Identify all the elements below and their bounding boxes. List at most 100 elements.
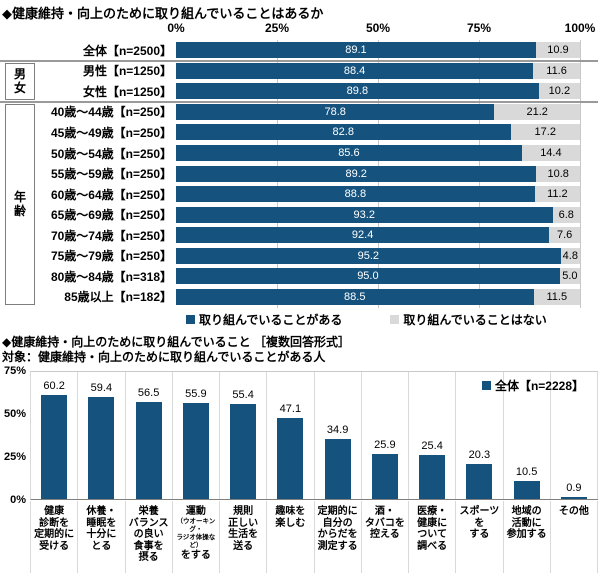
stacked-bar: 88.8 11.2 [176, 186, 580, 203]
bar-segment-no: 7.6 [549, 227, 580, 244]
bar-segment-no: 10.8 [536, 165, 580, 182]
column-bar [230, 403, 257, 499]
y-axis-tick-label: 75% [3, 365, 26, 377]
column-slot: 60.2 [31, 372, 79, 499]
column-slot: 25.9 [362, 372, 409, 499]
bar-segment-no: 21.2 [494, 103, 580, 120]
row-label: 50歳～54歳【n=250】 [50, 146, 172, 161]
chart2-category-axis: 健康 診断を 定期的に 受ける 休養・ 睡眠を 十分に とる 栄養 バランス の良い 食事を 摂る 運動（… [30, 501, 598, 573]
bar-segment-yes: 85.6 [176, 145, 522, 162]
column-bar [324, 438, 351, 499]
legend-label-total: 全体【n=2228】 [494, 379, 584, 393]
legend-swatch-total-icon [481, 381, 491, 390]
column-value-label: 25.4 [421, 440, 443, 453]
column-value-label: 55.9 [185, 387, 207, 400]
category-label: 休養・ 睡眠を 十分に とる [78, 501, 126, 573]
column-slot: 34.9 [315, 372, 362, 499]
y-axis-tick-label: 25% [3, 451, 26, 463]
column-value-label: 47.1 [279, 403, 302, 415]
stacked-bar: 88.4 11.6 [176, 62, 580, 79]
group-separator-line [0, 59, 598, 62]
stacked-bar: 95.2 4.8 [176, 247, 580, 264]
bar-segment-yes: 82.8 [176, 124, 511, 141]
column-bar [419, 455, 446, 499]
column-value-label: 10.5 [515, 465, 538, 478]
chart2-legend: 全体【n=2228】 [481, 377, 584, 394]
stacked-bar: 93.2 6.8 [176, 206, 580, 223]
x-axis-tick-label: 75% [466, 21, 492, 35]
column-bar [182, 402, 209, 499]
column-slot: 56.5 [126, 372, 173, 499]
chart2-title: ◆健康維持・向上のために取り組んでいること ［複数回答形式］ [2, 335, 350, 349]
row-label: 85歳以上【n=182】 [64, 290, 172, 305]
chart2-plot-area: 60.2 59.4 56.5 55.9 55.4 47.1 34.9 25.9 25.4 20.3… [30, 371, 598, 500]
column-value-label: 59.4 [90, 381, 113, 394]
bar-row: 女性【n=1250】 89.8 10.2 [0, 81, 600, 102]
column-value-label: 0.9 [566, 482, 582, 495]
column-bar [466, 464, 493, 499]
category-label: 健康 診断を 定期的に 受ける [31, 501, 79, 573]
legend-swatch-no-icon [390, 315, 400, 324]
bar-row: 75歳～79歳【n=250】 95.2 4.8 [0, 246, 600, 267]
bar-row: 45歳～49歳【n=250】 82.8 17.2 [0, 122, 600, 143]
stacked-bar: 82.8 17.2 [176, 124, 580, 141]
column-value-label: 56.5 [137, 386, 160, 399]
column-bar [41, 395, 68, 499]
column-slot: 10.5 [504, 372, 551, 499]
bar-segment-no: 11.5 [533, 288, 580, 305]
bar-row: 全体【n=2500】 89.1 10.9 [0, 40, 600, 61]
row-label: 75歳～79歳【n=250】 [50, 249, 172, 264]
stacked-bar: 95.0 5.0 [176, 268, 580, 285]
column-bar [135, 401, 162, 499]
row-label: 70歳～74歳【n=250】 [50, 228, 172, 243]
bar-segment-no: 4.8 [560, 247, 580, 264]
bar-row: 85歳以上【n=182】 88.5 11.5 [0, 287, 600, 308]
legend-label-yes: 取り組んでいることがある [199, 313, 343, 327]
bar-segment-yes: 95.0 [176, 268, 560, 285]
bar-segment-no: 17.2 [510, 124, 580, 141]
row-group-label: 年齢 [5, 103, 35, 306]
column-slot: 20.3 [456, 372, 504, 499]
column-value-label: 60.2 [43, 380, 65, 393]
column-bar [513, 480, 540, 499]
column-bar [277, 418, 304, 499]
bar-segment-no: 11.6 [533, 62, 580, 79]
category-label: スポーツを する [456, 501, 504, 573]
column-value-label: 25.9 [374, 439, 396, 452]
category-label: その他 [551, 501, 598, 573]
column-slot: 0.9 [551, 372, 598, 499]
column-slot: 55.9 [173, 372, 220, 499]
row-label: 60歳～64歳【n=250】 [50, 187, 172, 202]
column-slot: 59.4 [78, 372, 126, 499]
bar-segment-yes: 88.4 [176, 62, 534, 79]
category-label: 規則 正しい 生活を 送る [220, 501, 268, 573]
row-label: 80歳～84歳【n=318】 [50, 269, 172, 284]
bar-segment-yes: 78.8 [176, 103, 495, 120]
bar-segment-yes: 89.2 [176, 165, 537, 182]
category-label: 地域の 活動に 参加する [504, 501, 551, 573]
bar-segment-no: 6.8 [552, 206, 580, 223]
bar-row: 65歳～69歳【n=250】 93.2 6.8 [0, 204, 600, 225]
group-separator-line [0, 100, 598, 103]
legend-label-no: 取り組んでいることはない [403, 313, 547, 327]
category-label: 運動 （ウオーキング・ ラジオ体操など） をする [173, 501, 220, 573]
column-value-label: 34.9 [326, 423, 349, 436]
x-axis-tick-label: 25% [264, 21, 290, 35]
row-label: 40歳～44歳【n=250】 [50, 105, 172, 120]
stacked-bar: 89.1 10.9 [176, 42, 580, 59]
stacked-bar: 89.8 10.2 [176, 83, 580, 100]
column-bar [560, 497, 587, 499]
bar-segment-yes: 89.8 [176, 83, 539, 100]
row-label: 45歳～49歳【n=250】 [50, 125, 172, 140]
bar-segment-no: 10.2 [538, 83, 580, 100]
category-label: 定期的に 自分の からだを 測定する [315, 501, 362, 573]
bar-segment-no: 5.0 [559, 268, 580, 285]
column-value-label: 20.3 [468, 449, 491, 462]
category-label: 趣味を 楽しむ [267, 501, 315, 573]
health-activity-stacked-chart: ◆健康維持・向上のために取り組んでいることはあるか 0% 25% 50% 75% 100… [0, 6, 600, 327]
column-value-label: 55.4 [232, 388, 254, 401]
column-bar [371, 454, 398, 499]
row-label: 全体【n=2500】 [82, 43, 172, 58]
row-label: 55歳～59歳【n=250】 [50, 167, 172, 182]
